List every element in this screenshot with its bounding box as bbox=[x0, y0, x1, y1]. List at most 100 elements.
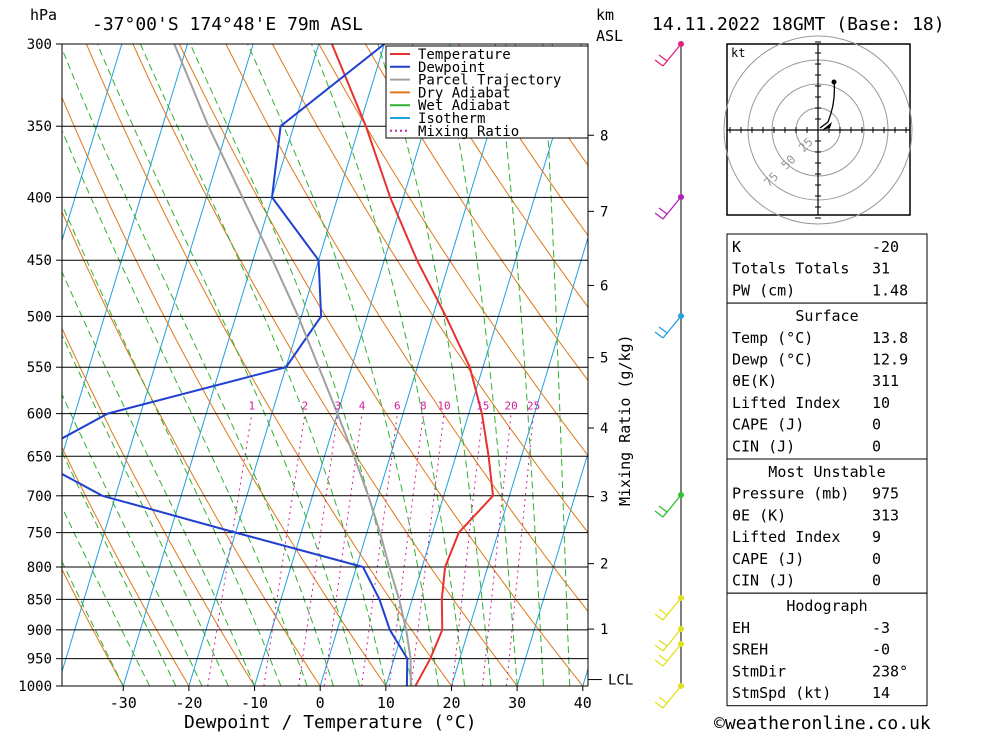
index-row-label: CAPE (J) bbox=[732, 550, 804, 568]
wet-adiabat-line bbox=[62, 270, 255, 686]
index-row-label: Totals Totals bbox=[732, 260, 849, 278]
index-table-title: Most Unstable bbox=[768, 463, 885, 481]
mixing-ratio-label: 25 bbox=[527, 400, 540, 413]
index-row-value: -0 bbox=[872, 641, 890, 659]
index-row-label: StmDir bbox=[732, 662, 786, 680]
hodograph-trace bbox=[819, 81, 836, 129]
index-row-label: PW (cm) bbox=[732, 281, 795, 299]
index-row-value: 311 bbox=[872, 372, 899, 390]
dry-adiabat-line bbox=[930, 0, 1000, 712]
legend-item-label: Parcel Trajectory bbox=[418, 73, 561, 89]
isotherm-line bbox=[516, 451, 588, 686]
sounding-series bbox=[62, 44, 495, 686]
index-row-value: 313 bbox=[872, 506, 899, 524]
index-table-box bbox=[726, 458, 928, 594]
wet-adiabat-line bbox=[139, 44, 387, 686]
mixing-ratio-line bbox=[263, 413, 306, 686]
wind-profile bbox=[654, 41, 684, 709]
wet-adiabat-line bbox=[62, 560, 124, 686]
mixing-ratio-line bbox=[323, 413, 363, 686]
hpa-unit-label: hPa bbox=[30, 6, 57, 24]
x-axis-title: Dewpoint / Temperature (°C) bbox=[184, 712, 477, 733]
asl-unit-label: ASL bbox=[596, 27, 623, 45]
temperature-tick-label: -10 bbox=[241, 694, 268, 712]
temperature-tick-label: 10 bbox=[377, 694, 395, 712]
mixing-ratio-axis-title: Mixing Ratio (g/kg) bbox=[616, 334, 634, 506]
index-row-label: θE (K) bbox=[732, 506, 786, 524]
index-table-box bbox=[726, 592, 928, 707]
pressure-tick-label: 900 bbox=[27, 623, 52, 639]
pressure-tick-label: 1000 bbox=[18, 679, 52, 695]
wind-barb bbox=[654, 628, 682, 652]
hodograph-end-point bbox=[831, 79, 837, 85]
mixing-ratio-label: 1 bbox=[248, 400, 255, 413]
pressure-tick-label: 850 bbox=[27, 592, 52, 608]
dry-adiabat-line bbox=[458, 44, 588, 237]
index-row-label: CIN (J) bbox=[732, 437, 795, 455]
mixing-ratio-label: 3 bbox=[335, 400, 342, 413]
wind-barb bbox=[654, 685, 682, 709]
mixing-ratio-label: 15 bbox=[476, 400, 489, 413]
wet-adiabat-line bbox=[246, 44, 439, 686]
legend-item-label: Isotherm bbox=[418, 111, 485, 127]
pressure-tick-label: 550 bbox=[27, 360, 52, 376]
wind-barb bbox=[654, 643, 682, 667]
dry-adiabat-line bbox=[318, 44, 588, 457]
datetime-title: 14.11.2022 18GMT (Base: 18) bbox=[652, 14, 945, 35]
km-tick-label: 2 bbox=[600, 557, 608, 573]
isotherm-line bbox=[62, 44, 254, 674]
pressure-tick-label: 950 bbox=[27, 652, 52, 668]
temperature-tick-label: -30 bbox=[110, 694, 137, 712]
index-row-label: θE(K) bbox=[732, 372, 777, 390]
index-row-value: 1.48 bbox=[872, 281, 908, 299]
wet-adiabat-line bbox=[62, 333, 229, 686]
index-table-title: Surface bbox=[795, 307, 858, 325]
mixing-ratio-label: 4 bbox=[359, 400, 366, 413]
mixing-ratio-label: 10 bbox=[437, 400, 450, 413]
km-tick-label: 7 bbox=[600, 204, 608, 220]
pressure-tick-label: 700 bbox=[27, 489, 52, 505]
dry-adiabat-line bbox=[62, 568, 124, 686]
index-row-value: 0 bbox=[872, 416, 881, 434]
location-title: -37°00'S 174°48'E 79m ASL bbox=[92, 14, 363, 35]
index-row-value: 0 bbox=[872, 550, 881, 568]
temperature-tick-label: 20 bbox=[442, 694, 460, 712]
wet-adiabat-line bbox=[310, 44, 466, 686]
dry-adiabat-line bbox=[364, 44, 588, 382]
legend-item-label: Dry Adiabat bbox=[418, 85, 511, 101]
km-tick-label: 1 bbox=[600, 622, 608, 638]
index-row-value: 13.8 bbox=[872, 329, 908, 347]
pressure-tick-label: 650 bbox=[27, 449, 52, 465]
pressure-tick-label: 800 bbox=[27, 560, 52, 576]
wind-barb bbox=[654, 315, 682, 339]
index-row-value: 12.9 bbox=[872, 351, 908, 369]
wet-adiabat-line bbox=[62, 129, 308, 686]
pressure-tick-label: 600 bbox=[27, 407, 52, 423]
wet-adiabat-line bbox=[62, 202, 282, 686]
index-row-label: Lifted Index bbox=[732, 394, 840, 412]
index-row-label: Lifted Index bbox=[732, 528, 840, 546]
index-row-label: StmSpd (kt) bbox=[732, 684, 831, 702]
pressure-tick-label: 500 bbox=[27, 309, 52, 325]
legend-item-label: Wet Adiabat bbox=[418, 98, 511, 114]
pressure-tick-label: 750 bbox=[27, 526, 52, 542]
mixing-ratio-line bbox=[207, 413, 253, 686]
wet-adiabat-line bbox=[62, 506, 150, 686]
wind-barb bbox=[654, 494, 682, 518]
isotherm-line bbox=[62, 44, 188, 458]
km-unit-label: km bbox=[596, 6, 614, 24]
pressure-tick-label: 350 bbox=[27, 119, 52, 135]
km-tick-label: 4 bbox=[600, 421, 608, 437]
wet-adiabat-line bbox=[62, 47, 334, 686]
hodograph-ring bbox=[723, 35, 913, 225]
mixing-ratio-line bbox=[410, 413, 445, 686]
mixing-ratio-label: 8 bbox=[420, 400, 427, 413]
isotherm-line bbox=[0, 0, 20, 712]
wet-adiabat-line bbox=[494, 44, 544, 686]
wet-adiabat-line bbox=[542, 44, 571, 686]
temperature-tick-label: 0 bbox=[316, 694, 325, 712]
mixing-ratio-line bbox=[298, 413, 339, 686]
